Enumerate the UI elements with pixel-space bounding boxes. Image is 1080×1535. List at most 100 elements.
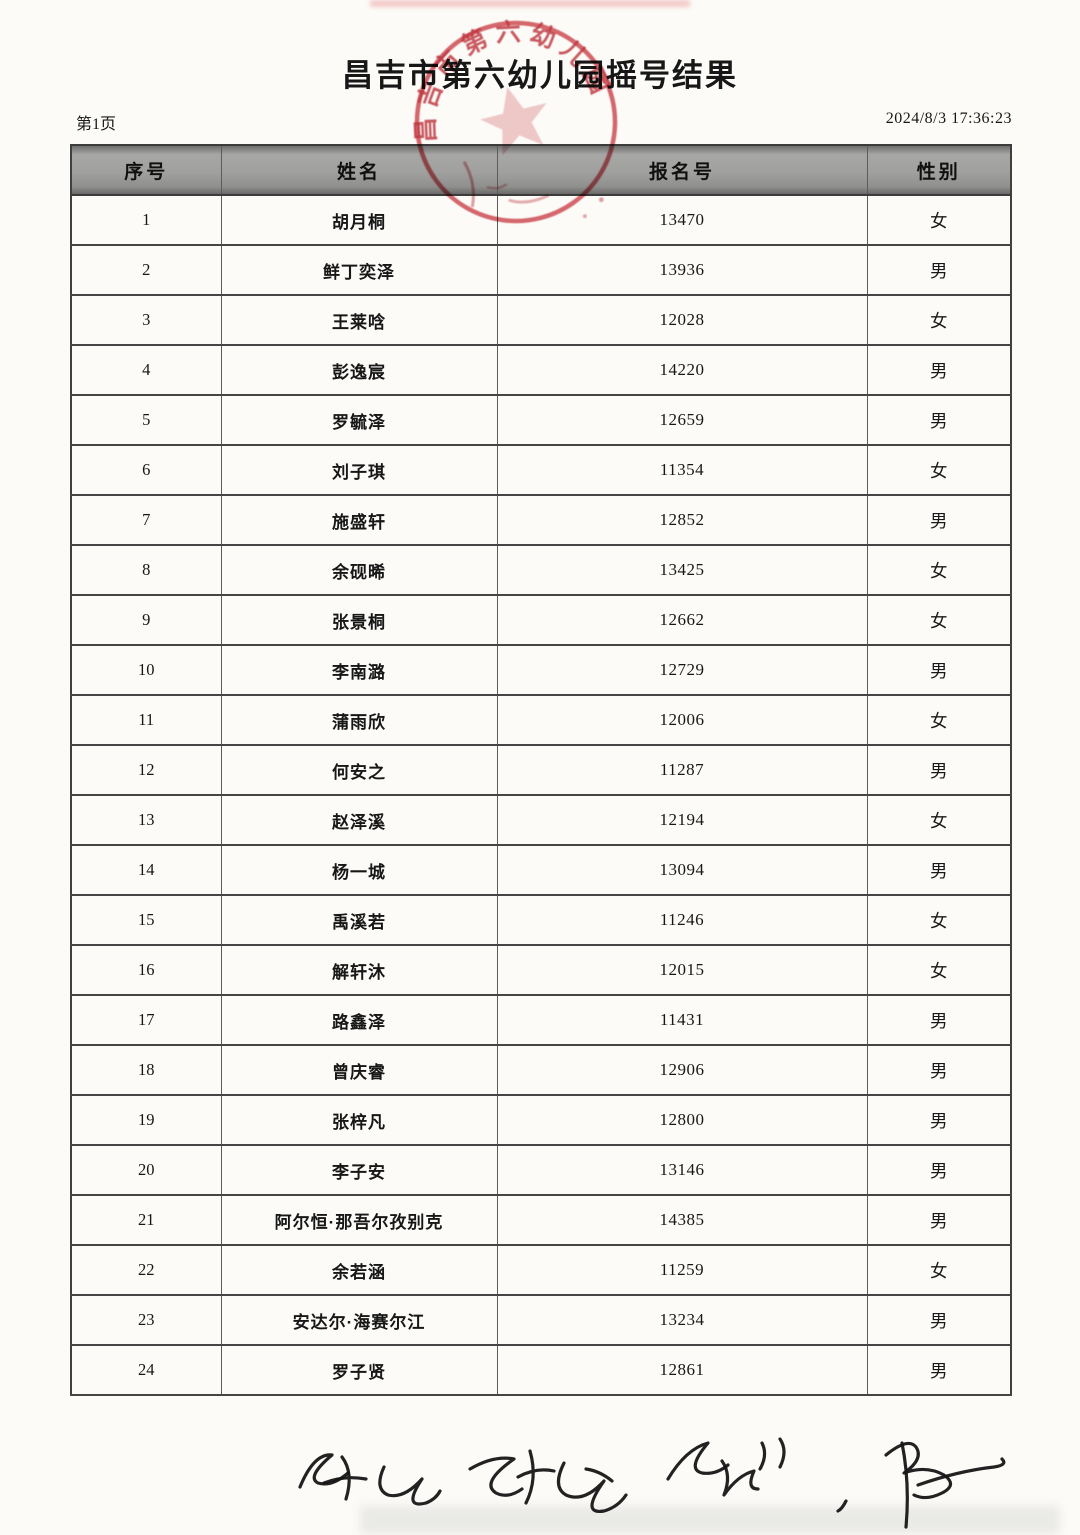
cell-name: 李南潞 [220,644,498,696]
cell-index: 19 [70,1094,222,1146]
page-title: 昌吉市第六幼儿园摇号结果 [342,58,738,93]
table-row: 9 张景桐 12662 女 [70,594,1012,646]
cell-gender: 女 [866,294,1012,346]
cell-registration-number: 13234 [496,1294,868,1346]
cell-name: 李子安 [220,1144,498,1196]
cell-index: 7 [70,494,222,546]
cell-index: 2 [70,244,222,296]
table-row: 12 何安之 11287 男 [70,744,1012,796]
cell-index: 12 [70,744,222,796]
cell-index: 21 [70,1194,222,1246]
cell-index: 22 [70,1244,222,1296]
cell-name: 张景桐 [220,594,498,646]
cell-gender: 男 [866,844,1012,896]
cell-gender: 女 [866,694,1012,746]
cell-index: 8 [70,544,222,596]
cell-registration-number: 12194 [496,794,868,846]
table-row: 7 施盛轩 12852 男 [70,494,1012,546]
signature-2 [468,1449,628,1514]
cell-name: 何安之 [220,744,498,796]
cell-registration-number: 13146 [496,1144,868,1196]
table-row: 2 鲜丁奕泽 13936 男 [70,244,1012,296]
table-header-row: 序号 姓名 报名号 性别 [70,144,1012,196]
table-row: 3 王莱唅 12028 女 [70,294,1012,346]
cell-name: 胡月桐 [220,194,498,246]
cell-index: 24 [70,1344,222,1396]
cell-registration-number: 11259 [496,1244,868,1296]
cell-name: 鲜丁奕泽 [220,244,498,296]
cell-index: 20 [70,1144,222,1196]
table-row: 4 彭逸宸 14220 男 [70,344,1012,396]
cell-gender: 男 [866,394,1012,446]
cell-index: 17 [70,994,222,1046]
cell-name: 张梓凡 [220,1094,498,1146]
cell-registration-number: 13936 [496,244,868,296]
table-row: 6 刘子琪 11354 女 [70,444,1012,496]
cell-index: 23 [70,1294,222,1346]
cell-registration-number: 12028 [496,294,868,346]
signature-3 [666,1437,786,1497]
cell-gender: 女 [866,544,1012,596]
header-cell-registration-number: 报名号 [496,144,868,196]
cell-index: 16 [70,944,222,996]
cell-registration-number: 11354 [496,444,868,496]
cell-name: 蒲雨欣 [220,694,498,746]
cell-index: 4 [70,344,222,396]
header-cell-name: 姓名 [220,144,498,196]
cell-registration-number: 12861 [496,1344,868,1396]
cell-gender: 男 [866,744,1012,796]
cell-gender: 女 [866,894,1012,946]
table-row: 10 李南潞 12729 男 [70,644,1012,696]
cell-gender: 女 [866,794,1012,846]
cell-name: 路鑫泽 [220,994,498,1046]
table-row: 23 安达尔·海赛尔江 13234 男 [70,1294,1012,1346]
page-number: 第1页 [76,116,117,133]
lottery-result-table: 序号 姓名 报名号 性别 1 胡月桐 13470 女 2 鲜丁奕泽 13936 … [70,144,1012,1396]
cell-index: 3 [70,294,222,346]
table-row: 24 罗子贤 12861 男 [70,1344,1012,1396]
cell-registration-number: 11287 [496,744,868,796]
cell-name: 刘子琪 [220,444,498,496]
cell-registration-number: 12015 [496,944,868,996]
signature-4 [836,1441,1006,1529]
cell-index: 13 [70,794,222,846]
cell-registration-number: 12662 [496,594,868,646]
lottery-result-table-wrap: 序号 姓名 报名号 性别 1 胡月桐 13470 女 2 鲜丁奕泽 13936 … [70,144,1012,1396]
cell-registration-number: 12659 [496,394,868,446]
cell-gender: 女 [866,444,1012,496]
cell-index: 5 [70,394,222,446]
cell-registration-number: 12729 [496,644,868,696]
cell-gender: 女 [866,194,1012,246]
cell-registration-number: 12800 [496,1094,868,1146]
cell-gender: 男 [866,494,1012,546]
cell-registration-number: 12006 [496,694,868,746]
timestamp: 2024/8/3 17:36:23 [885,110,1012,127]
cell-registration-number: 12906 [496,1044,868,1096]
cell-registration-number: 12852 [496,494,868,546]
cell-name: 王莱唅 [220,294,498,346]
cell-name: 阿尔恒·那吾尔孜别克 [220,1194,498,1246]
cell-registration-number: 14385 [496,1194,868,1246]
header-cell-index: 序号 [70,144,222,196]
cell-gender: 男 [866,1094,1012,1146]
cell-index: 15 [70,894,222,946]
cell-registration-number: 11246 [496,894,868,946]
cell-name: 赵泽溪 [220,794,498,846]
cell-name: 曾庆睿 [220,1044,498,1096]
table-row: 22 余若涵 11259 女 [70,1244,1012,1296]
scan-artifact-top [370,0,690,7]
table-row: 16 解轩沐 12015 女 [70,944,1012,996]
cell-name: 安达尔·海赛尔江 [220,1294,498,1346]
signature-area [298,1437,1006,1529]
cell-index: 18 [70,1044,222,1096]
cell-index: 6 [70,444,222,496]
table-row: 18 曾庆睿 12906 男 [70,1044,1012,1096]
cell-index: 14 [70,844,222,896]
table-row: 17 路鑫泽 11431 男 [70,994,1012,1046]
cell-gender: 男 [866,1344,1012,1396]
table-row: 5 罗毓泽 12659 男 [70,394,1012,446]
signature-1 [298,1453,442,1506]
cell-gender: 男 [866,1294,1012,1346]
cell-name: 罗子贤 [220,1344,498,1396]
